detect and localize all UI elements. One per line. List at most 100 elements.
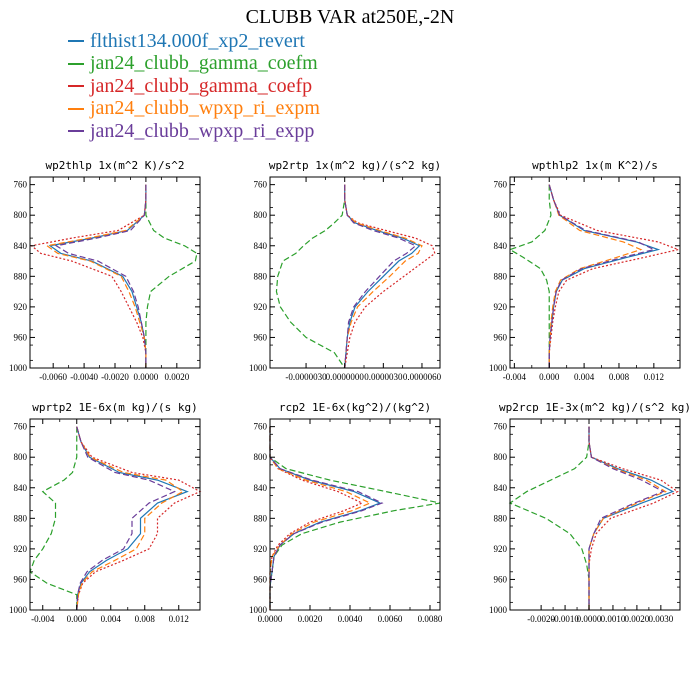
x-tick-label: 0.0000 (577, 614, 602, 624)
x-tick-label: 0.0080 (418, 614, 443, 624)
x-tick-label: 0.0060 (378, 614, 403, 624)
x-tick-label: 0.0020 (298, 614, 323, 624)
y-tick-label: 1000 (9, 363, 28, 373)
x-tick-label: 0.0000000 (326, 372, 365, 382)
x-tick-label: 0.0010 (601, 614, 626, 624)
x-tick-label: 0.0000 (258, 614, 283, 624)
x-tick-label: 0.0000 (134, 372, 159, 382)
chart-panel: wp2thlp 1x(m^2 K)/s^2 760 800 840 880 920 960 1… (9, 159, 201, 382)
legend-swatch (68, 40, 84, 43)
y-tick-label: 760 (14, 180, 28, 190)
y-tick-label: 760 (254, 180, 268, 190)
y-tick-label: 880 (494, 513, 508, 523)
series-line (45, 184, 147, 368)
x-tick-label: -0.0000030 (285, 372, 327, 382)
plot-frame (509, 176, 681, 369)
y-tick-label: 880 (14, 271, 28, 281)
series-line (269, 426, 441, 610)
series-line (76, 426, 202, 611)
legend-label: jan24_clubb_gamma_coefm (90, 52, 318, 75)
series-line (145, 184, 198, 368)
x-tick-label: 0.0040 (338, 614, 363, 624)
y-tick-label: 1000 (249, 605, 268, 615)
series-line (344, 184, 417, 369)
y-tick-label: 840 (254, 483, 268, 493)
series-line (269, 426, 372, 610)
y-tick-label: 880 (14, 513, 28, 523)
series-line (269, 426, 384, 610)
y-tick-label: 1000 (489, 363, 508, 373)
y-tick-label: 960 (494, 574, 508, 584)
y-tick-label: 800 (494, 452, 508, 462)
series-line (54, 184, 147, 368)
chart-panel: rcp2 1E-6x(kg^2)/(kg^2) 760 800 840 880 920 96… (249, 401, 443, 624)
y-tick-label: 760 (494, 180, 508, 190)
y-tick-label: 960 (14, 332, 28, 342)
chart-panel: wp2rtp 1x(m^2 kg)/(s^2 kg)760 800 840 880 92… (249, 159, 442, 382)
panel-title: wpthlp2 1x(m K^2)/s (532, 159, 658, 172)
series-line (344, 184, 421, 369)
y-tick-label: 1000 (249, 363, 268, 373)
y-tick-label: 840 (14, 483, 28, 493)
y-tick-label: 840 (254, 241, 268, 251)
y-tick-label: 960 (14, 574, 28, 584)
y-tick-label: 920 (254, 302, 268, 312)
y-tick-label: 760 (494, 422, 508, 432)
panel-title: wp2rcp 1E-3x(m^2 kg)/(s^2 kg) (499, 401, 691, 414)
y-tick-label: 760 (14, 422, 28, 432)
y-tick-label: 840 (494, 483, 508, 493)
series-line (588, 426, 675, 610)
x-tick-label: 0.0000060 (403, 372, 442, 382)
x-tick-label: 0.000 (539, 372, 560, 382)
x-tick-label: -0.0020 (101, 372, 129, 382)
x-tick-label: -0.0060 (39, 372, 67, 382)
x-tick-label: 0.008 (609, 372, 630, 382)
series-line (548, 184, 681, 368)
y-tick-label: 920 (14, 544, 28, 554)
plot-frame (509, 418, 681, 611)
y-tick-label: 880 (254, 271, 268, 281)
legend-swatch (68, 85, 84, 88)
y-tick-label: 800 (14, 210, 28, 220)
y-tick-label: 800 (254, 210, 268, 220)
x-tick-label: 0.008 (135, 614, 156, 624)
x-tick-label: -0.0010 (551, 614, 579, 624)
y-tick-label: 800 (14, 452, 28, 462)
legend-label: jan24_clubb_wpxp_ri_expp (90, 119, 315, 142)
series-line (275, 184, 346, 369)
panel-title: wp2rtp 1x(m^2 kg)/(s^2 kg) (269, 159, 441, 172)
y-tick-label: 1000 (9, 605, 28, 615)
legend-swatch (68, 107, 84, 110)
chart-panel: wpthlp2 1x(m K^2)/s 760 800 840 880 920 960 100… (489, 159, 681, 382)
series-line (548, 184, 661, 368)
y-tick-label: 1000 (489, 605, 508, 615)
x-tick-label: 0.012 (169, 614, 189, 624)
chart-panel: wprtp2 1E-6x(m kg)/(s kg) 760 800 840 880 920… (9, 401, 202, 624)
x-tick-label: 0.0000030 (364, 372, 403, 382)
series-line (548, 184, 656, 368)
legend: flthist134.000f_xp2_revert jan24_clubb_g… (68, 30, 320, 143)
panel-title: wp2thlp 1x(m^2 K)/s^2 (45, 159, 184, 172)
series-line (269, 426, 364, 610)
legend-item: jan24_clubb_wpxp_ri_expp (68, 120, 320, 143)
legend-swatch (68, 62, 84, 65)
legend-swatch (68, 130, 84, 133)
y-tick-label: 920 (254, 544, 268, 554)
x-tick-label: 0.0020 (625, 614, 650, 624)
series-line (508, 184, 552, 368)
plot-frame (269, 176, 441, 369)
series-line (588, 426, 665, 610)
y-tick-label: 760 (254, 422, 268, 432)
y-tick-label: 840 (14, 241, 28, 251)
series-line (48, 184, 147, 368)
y-tick-label: 880 (494, 271, 508, 281)
x-tick-label: 0.0020 (164, 372, 189, 382)
series-line (588, 426, 679, 610)
plot-frame (269, 418, 441, 611)
x-tick-label: 0.012 (644, 372, 664, 382)
x-tick-label: 0.0030 (648, 614, 673, 624)
legend-label: jan24_clubb_gamma_coefp (90, 74, 313, 97)
x-tick-label: -0.004 (31, 614, 55, 624)
legend-item: jan24_clubb_gamma_coefp (68, 75, 320, 98)
